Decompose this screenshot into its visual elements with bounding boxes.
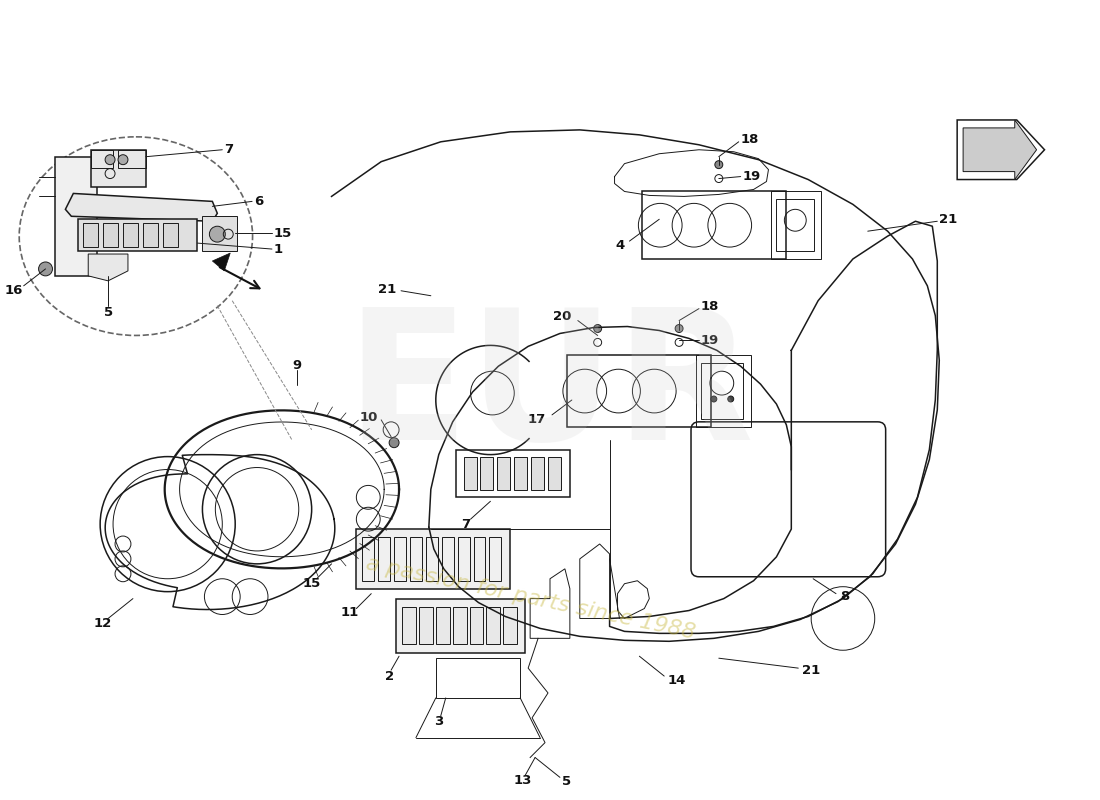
Circle shape	[39, 262, 53, 276]
Bar	[143, 223, 157, 247]
Text: EUR: EUR	[345, 302, 755, 478]
Text: 3: 3	[434, 715, 443, 728]
Text: 7: 7	[224, 143, 233, 156]
Bar	[84, 223, 98, 247]
Bar	[378, 537, 390, 581]
Bar	[453, 606, 466, 644]
Bar	[91, 150, 113, 168]
Text: 21: 21	[377, 283, 396, 296]
Bar	[771, 191, 821, 259]
Text: 4: 4	[615, 238, 625, 251]
Bar	[123, 223, 138, 247]
Text: 7: 7	[461, 518, 470, 530]
Polygon shape	[957, 120, 1045, 179]
Bar	[394, 537, 406, 581]
Bar	[118, 150, 146, 168]
Text: 20: 20	[553, 310, 572, 323]
Bar	[642, 191, 786, 259]
Bar	[777, 199, 814, 251]
Circle shape	[675, 325, 683, 333]
Polygon shape	[65, 194, 218, 222]
Polygon shape	[212, 253, 230, 271]
Bar	[696, 355, 750, 427]
Text: 19: 19	[742, 170, 761, 183]
Text: 1: 1	[274, 242, 283, 255]
Bar	[455, 450, 570, 498]
Bar	[470, 606, 484, 644]
Circle shape	[209, 226, 226, 242]
Text: 2: 2	[385, 670, 394, 682]
Text: 18: 18	[740, 134, 759, 146]
Bar	[78, 219, 198, 251]
Text: 12: 12	[94, 617, 112, 630]
Bar	[486, 606, 500, 644]
Text: 5: 5	[562, 775, 571, 788]
Circle shape	[118, 154, 128, 165]
Text: 8: 8	[840, 590, 849, 603]
Circle shape	[106, 154, 116, 165]
Text: 10: 10	[360, 411, 378, 424]
Bar	[436, 606, 450, 644]
Circle shape	[711, 396, 717, 402]
Bar	[356, 529, 510, 589]
Circle shape	[389, 438, 399, 448]
Bar	[436, 658, 520, 698]
Text: 21: 21	[802, 664, 821, 677]
Circle shape	[594, 325, 602, 333]
Text: 19: 19	[701, 334, 719, 347]
Text: 21: 21	[939, 213, 957, 226]
Bar	[490, 537, 502, 581]
Bar	[55, 157, 97, 276]
Polygon shape	[964, 120, 1036, 179]
Bar	[481, 457, 494, 490]
Bar	[91, 150, 146, 187]
Text: 15: 15	[302, 578, 321, 590]
Bar	[504, 606, 517, 644]
Text: 11: 11	[340, 606, 359, 619]
Text: 13: 13	[514, 774, 532, 787]
Circle shape	[728, 396, 734, 402]
Text: 17: 17	[528, 414, 546, 426]
Text: 9: 9	[293, 358, 301, 372]
Bar	[515, 457, 527, 490]
Bar	[402, 606, 416, 644]
Polygon shape	[88, 254, 128, 281]
Text: 15: 15	[274, 226, 293, 240]
Text: a passion for parts since 1988: a passion for parts since 1988	[363, 554, 696, 643]
Bar	[103, 223, 118, 247]
Bar	[419, 606, 432, 644]
Bar	[497, 457, 510, 490]
Bar	[701, 363, 743, 419]
Bar	[202, 216, 238, 251]
Bar	[548, 457, 561, 490]
Text: 5: 5	[103, 306, 112, 319]
Bar	[473, 537, 485, 581]
Text: 14: 14	[668, 674, 685, 686]
Bar	[410, 537, 422, 581]
Bar	[396, 598, 525, 654]
Text: 18: 18	[701, 300, 719, 313]
Bar	[566, 355, 711, 427]
Bar	[362, 537, 374, 581]
Text: 16: 16	[4, 284, 23, 298]
Bar	[531, 457, 544, 490]
Bar	[426, 537, 438, 581]
Bar	[458, 537, 470, 581]
Circle shape	[715, 161, 723, 169]
Text: 6: 6	[254, 195, 263, 208]
Bar	[442, 537, 453, 581]
Bar	[163, 223, 177, 247]
Bar	[463, 457, 476, 490]
